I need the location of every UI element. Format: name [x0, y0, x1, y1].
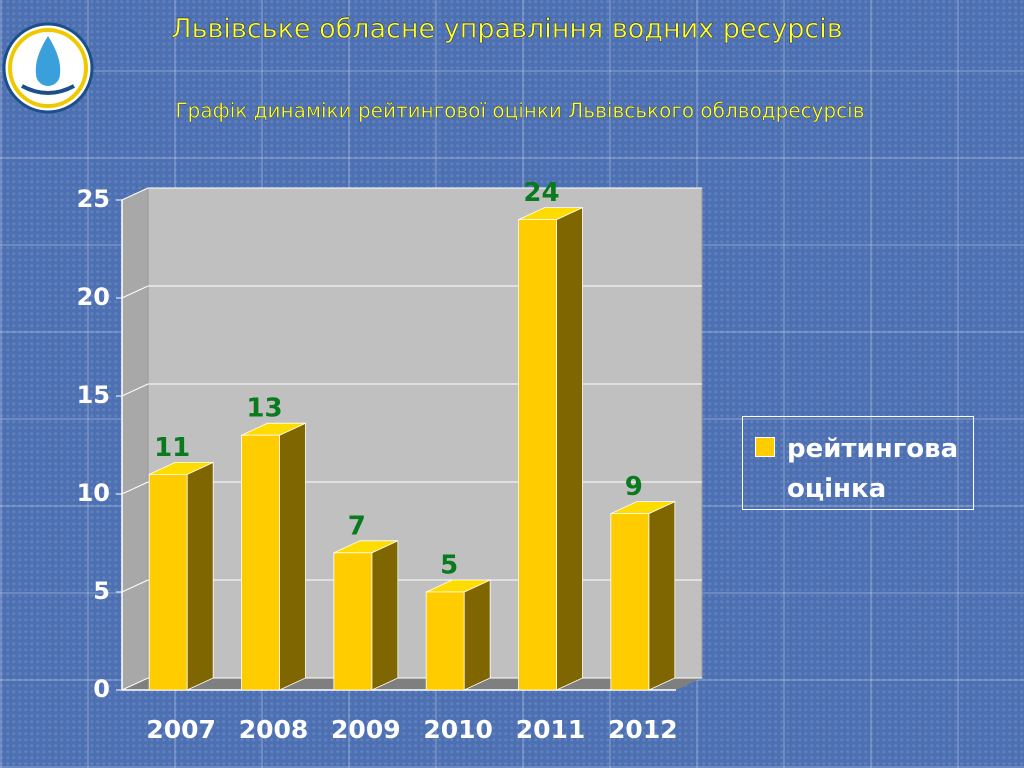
value-label: 9 — [625, 472, 643, 502]
bar — [333, 552, 373, 691]
bar-side — [556, 206, 583, 691]
grid-line-side — [121, 187, 149, 201]
y-tick-label: 15 — [77, 381, 110, 409]
side-wall — [121, 187, 149, 691]
value-label: 11 — [154, 433, 190, 463]
x-tick-label: 2009 — [331, 715, 401, 744]
bar — [148, 473, 188, 691]
bar-side — [371, 540, 399, 691]
x-tick-label: 2011 — [516, 715, 586, 744]
x-tick-label: 2008 — [239, 715, 309, 744]
legend: рейтингова оцінка — [742, 416, 974, 510]
grid-line-side — [121, 579, 149, 593]
y-tick-label: 10 — [77, 479, 110, 507]
y-tick-label: 5 — [93, 577, 110, 605]
value-label: 13 — [246, 394, 282, 424]
bar — [241, 434, 280, 691]
bar-side — [648, 500, 676, 691]
bar — [425, 591, 465, 691]
grid-line-side — [121, 383, 149, 397]
value-label: 7 — [348, 511, 366, 541]
x-tick-label: 2007 — [146, 715, 216, 744]
bar-side — [279, 422, 306, 691]
y-tick-label: 20 — [77, 283, 110, 311]
bar — [610, 513, 650, 691]
logo — [2, 22, 94, 114]
grid-line-side — [121, 481, 149, 495]
x-tick-label: 2010 — [423, 715, 493, 744]
bar-side — [186, 461, 214, 691]
title: Львівське обласне управління водних ресу… — [171, 14, 842, 45]
grid-line-side — [121, 285, 149, 299]
value-label: 5 — [440, 551, 458, 581]
legend-swatch — [755, 437, 775, 457]
grid-line-side — [121, 677, 149, 691]
bar — [518, 219, 557, 691]
value-label: 24 — [523, 178, 559, 208]
y-tick-label: 0 — [93, 675, 110, 703]
y-tick-label: 25 — [77, 185, 110, 213]
legend-label: рейтингова оцінка — [787, 434, 959, 504]
subtitle: Графік динаміки рейтингової оцінки Львів… — [175, 99, 864, 123]
bar-side — [463, 579, 491, 691]
x-tick-label: 2012 — [608, 715, 678, 744]
